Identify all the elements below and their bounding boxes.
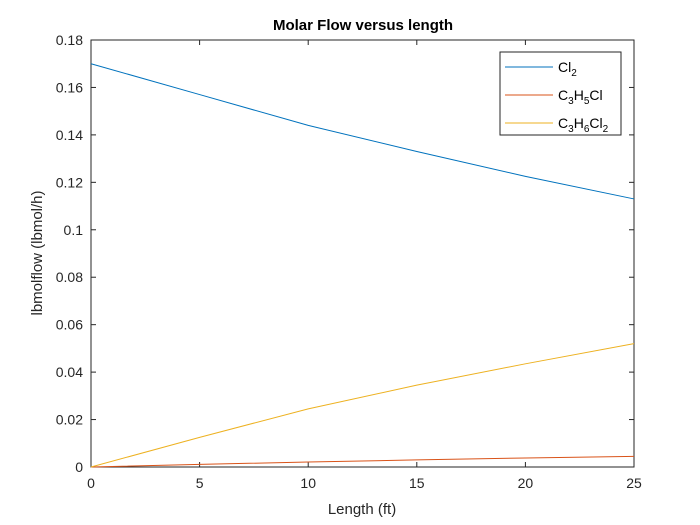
legend-entry-cl2: Cl2 [558,59,577,79]
y-tick-label: 0.16 [56,79,83,95]
series-lines [90,63,635,468]
legend-entry-c3h6cl2: C3H6Cl2 [558,115,609,135]
series-line-cl2 [90,63,635,200]
y-tick-label: 0.02 [56,412,83,428]
y-tick-label: 0.18 [56,32,83,48]
series-line-c3h5cl [90,455,635,468]
y-axis-label: lbmolflow (lbmol/h) [29,190,46,315]
y-tick-label: 0.14 [56,127,83,143]
x-tick-label: 0 [87,475,95,491]
y-tick-label: 0.04 [56,364,83,380]
x-tick-label: 15 [409,475,425,491]
y-tick-label: 0.08 [56,269,83,285]
legend: Cl2 C3H5Cl C3H6Cl2 [499,51,622,136]
y-tick-label: 0.1 [64,222,84,238]
x-tick-label: 10 [300,475,316,491]
x-tick-label: 25 [626,475,642,491]
chart-title: Molar Flow versus length [273,17,453,34]
series-line-c3h6cl2 [90,343,635,468]
legend-entry-c3h5cl: C3H5Cl [558,87,603,107]
y-tick-label: 0.06 [56,317,83,333]
y-tick-label: 0 [75,459,83,475]
y-tick-label: 0.12 [56,174,83,190]
x-axis-label: Length (ft) [328,501,396,518]
y-axis: 0 0.02 0.04 0.06 0.08 0.1 0.12 0.14 0.16 0.18 [56,32,634,475]
x-tick-label: 20 [518,475,534,491]
x-axis: 0 5 10 15 20 25 [87,40,642,491]
x-tick-label: 5 [196,475,204,491]
legend-box [499,51,622,136]
